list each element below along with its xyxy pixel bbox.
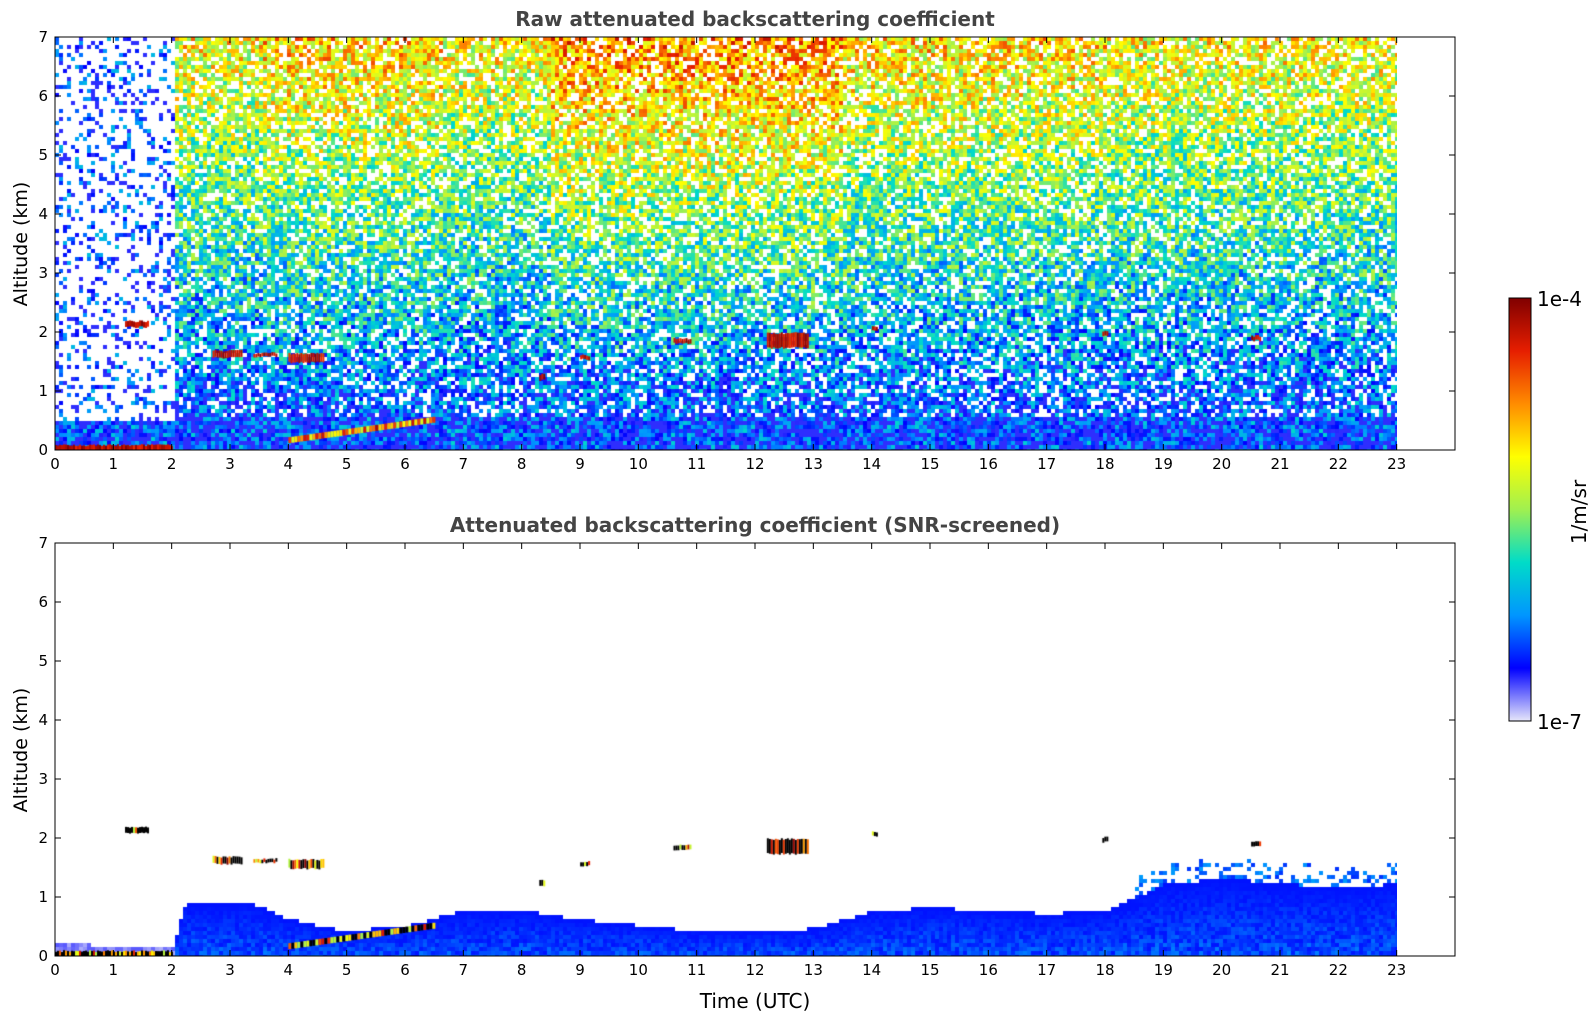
y-tick-label: 2	[38, 323, 48, 341]
x-tick-label: 13	[804, 961, 823, 979]
x-tick-label: 12	[745, 455, 764, 473]
x-tick-label: 18	[1095, 961, 1114, 979]
y-tick-label: 6	[38, 87, 48, 105]
heatmap-image	[55, 543, 1397, 956]
x-tick-label: 19	[1154, 455, 1173, 473]
x-tick-label: 5	[342, 961, 352, 979]
y-tick-label: 5	[38, 146, 48, 164]
colorbar-max-label: 1e-4	[1537, 287, 1582, 311]
raw-backscatter-panel: Raw attenuated backscattering coefficien…	[10, 7, 1456, 473]
y-tick-label: 0	[38, 441, 48, 459]
x-tick-label: 23	[1387, 455, 1406, 473]
x-tick-label: 6	[400, 455, 410, 473]
x-tick-label: 11	[687, 455, 706, 473]
x-tick-label: 7	[459, 455, 469, 473]
screened-panel-xlabel: Time (UTC)	[699, 989, 811, 1013]
y-tick-label: 4	[38, 205, 48, 223]
x-tick-label: 7	[459, 961, 469, 979]
x-tick-label: 14	[862, 961, 881, 979]
x-tick-label: 1	[109, 455, 119, 473]
screened-panel-data	[55, 543, 1397, 956]
x-tick-label: 13	[804, 455, 823, 473]
x-tick-label: 22	[1329, 961, 1348, 979]
raw-panel-title: Raw attenuated backscattering coefficien…	[515, 7, 995, 31]
x-tick-label: 8	[517, 961, 527, 979]
x-tick-label: 20	[1212, 455, 1231, 473]
x-tick-label: 1	[109, 961, 119, 979]
y-tick-label: 0	[38, 947, 48, 965]
x-tick-label: 16	[979, 961, 998, 979]
screened-panel-ylabel: Altitude (km)	[10, 688, 32, 813]
y-tick-label: 4	[38, 711, 48, 729]
x-tick-label: 21	[1270, 961, 1289, 979]
y-tick-label: 5	[38, 652, 48, 670]
raw-panel-data	[55, 37, 1397, 450]
x-tick-label: 11	[687, 961, 706, 979]
x-tick-label: 2	[167, 455, 177, 473]
x-tick-label: 10	[629, 961, 648, 979]
x-tick-label: 19	[1154, 961, 1173, 979]
x-tick-label: 23	[1387, 961, 1406, 979]
raw-panel-y-axis: 0 1 2 3 4 5 6 7	[38, 28, 1455, 459]
x-tick-label: 9	[575, 961, 585, 979]
x-tick-label: 17	[1037, 961, 1056, 979]
colorbar-gradient	[1508, 297, 1532, 722]
x-tick-label: 21	[1270, 455, 1289, 473]
x-tick-label: 12	[745, 961, 764, 979]
x-tick-label: 22	[1329, 455, 1348, 473]
y-tick-label: 1	[38, 382, 48, 400]
y-tick-label: 7	[38, 534, 48, 552]
raw-panel-x-axis: 0 1 2 3 4 5 6 7 8 9 10 11 12 13 14 15 16 17 18 19 20 21 22 23	[50, 37, 1406, 473]
colorbar-unit-label: 1/m/sr	[1567, 479, 1591, 544]
x-tick-label: 2	[167, 961, 177, 979]
x-tick-label: 6	[400, 961, 410, 979]
screened-backscatter-panel: Attenuated backscattering coefficient (S…	[10, 513, 1456, 1013]
x-tick-label: 18	[1095, 455, 1114, 473]
y-tick-label: 3	[38, 264, 48, 282]
y-tick-label: 7	[38, 28, 48, 46]
x-tick-label: 3	[225, 961, 235, 979]
x-tick-label: 20	[1212, 961, 1231, 979]
y-tick-label: 2	[38, 829, 48, 847]
x-tick-label: 3	[225, 455, 235, 473]
screened-panel-y-axis: 0 1 2 3 4 5 6 7	[38, 534, 1455, 965]
x-tick-label: 16	[979, 455, 998, 473]
x-tick-label: 0	[50, 455, 60, 473]
x-tick-label: 15	[920, 455, 939, 473]
x-tick-label: 4	[284, 455, 294, 473]
x-tick-label: 15	[920, 961, 939, 979]
colorbar: 1e-4 1e-7 1/m/sr	[1508, 287, 1591, 734]
x-tick-label: 9	[575, 455, 585, 473]
x-tick-label: 14	[862, 455, 881, 473]
y-tick-label: 6	[38, 593, 48, 611]
heatmap-image	[55, 37, 1397, 450]
y-tick-label: 3	[38, 770, 48, 788]
y-tick-label: 1	[38, 888, 48, 906]
colorbar-min-label: 1e-7	[1537, 710, 1582, 734]
x-tick-label: 10	[629, 455, 648, 473]
raw-panel-ylabel: Altitude (km)	[10, 182, 32, 307]
x-tick-label: 5	[342, 455, 352, 473]
x-tick-label: 0	[50, 961, 60, 979]
screened-panel-title: Attenuated backscattering coefficient (S…	[450, 513, 1060, 537]
x-tick-label: 4	[284, 961, 294, 979]
screened-panel-x-axis: 0 1 2 3 4 5 6 7 8 9 10 11 12 13 14 15 16 17 18 19 20 21 22 23	[50, 543, 1406, 979]
x-tick-label: 17	[1037, 455, 1056, 473]
x-tick-label: 8	[517, 455, 527, 473]
